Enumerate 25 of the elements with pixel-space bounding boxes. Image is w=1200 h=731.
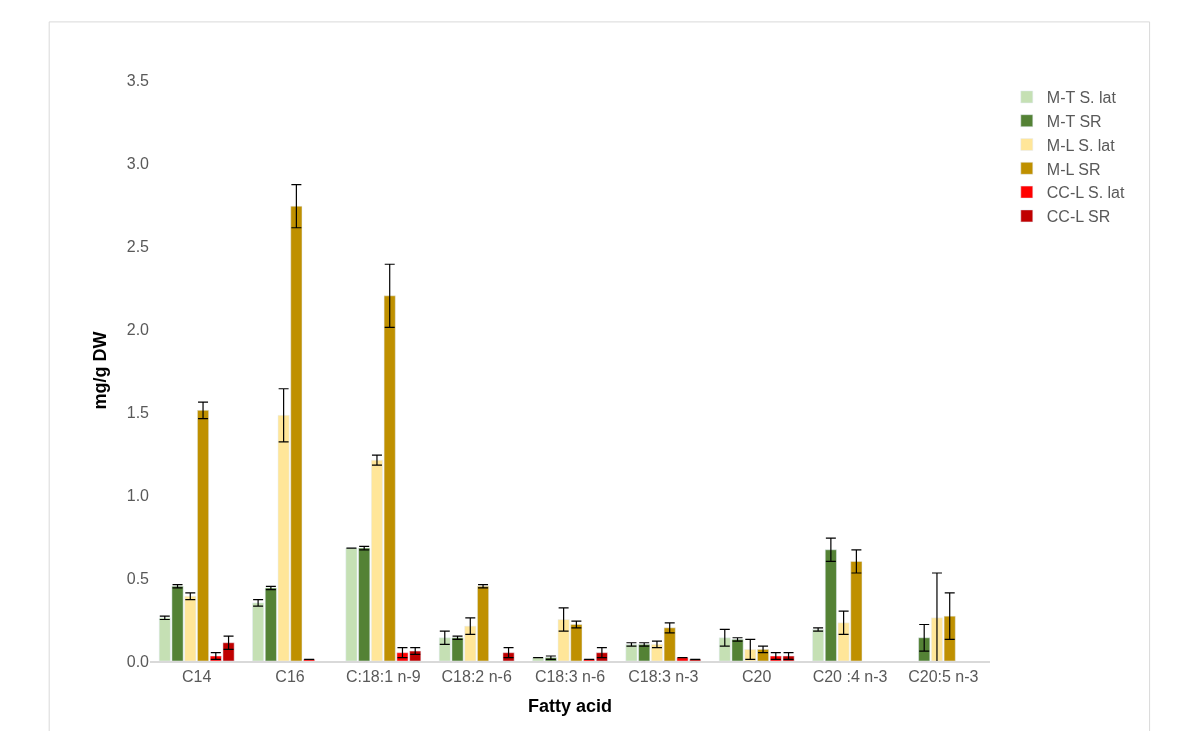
x-tick-label: C20:5 n-3 [908, 667, 979, 685]
y-tick-label: 2.5 [126, 237, 150, 255]
x-axis-title: Fatty acid [527, 695, 613, 716]
y-tick-label: 0.0 [126, 652, 150, 670]
x-tick-label: C:18:1 n-9 [345, 667, 421, 685]
x-tick-label: C18:3 n-3 [628, 667, 699, 685]
legend-label: M-T SR [1046, 112, 1102, 130]
x-tick-label: C20 [741, 667, 772, 685]
y-axis-title: mg/g DW [89, 331, 110, 410]
x-tick-label: C18:2 n-6 [441, 667, 512, 685]
legend-label: M-T S. lat [1046, 89, 1117, 107]
y-tick-label: 3.0 [126, 154, 150, 172]
legend-label: CC-L S. lat [1046, 184, 1125, 202]
y-tick-label: 3.5 [126, 71, 150, 89]
y-tick-label: 1.0 [126, 486, 150, 504]
legend-label: M-L S. lat [1046, 136, 1116, 154]
x-tick-label: C20 :4 n-3 [812, 667, 888, 685]
y-tick-label: 1.5 [126, 403, 150, 421]
x-tick-label: C16 [275, 667, 305, 685]
x-tick-label: C14 [181, 667, 212, 685]
y-tick-label: 2.0 [126, 320, 150, 338]
y-tick-label: 0.5 [126, 569, 150, 587]
x-tick-label: C18:3 n-6 [534, 667, 606, 685]
legend-label: CC-L SR [1046, 208, 1111, 226]
legend-label: M-L SR [1046, 160, 1101, 178]
